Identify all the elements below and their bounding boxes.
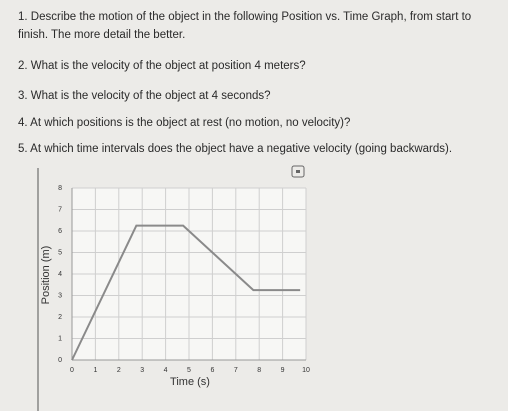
- x-tick-label: 3: [140, 367, 144, 374]
- y-tick-label: 5: [58, 249, 62, 256]
- y-axis-label: Position (m): [40, 246, 52, 305]
- y-tick-label: 8: [58, 185, 62, 192]
- x-tick-label: 10: [302, 367, 310, 374]
- question: 4. At which positions is the object at r…: [18, 117, 351, 129]
- x-tick-label: 7: [234, 367, 238, 374]
- x-tick-label: 0: [70, 367, 74, 374]
- y-tick-label: 2: [58, 314, 62, 321]
- y-tick-label: 4: [58, 271, 62, 278]
- x-tick-label: 5: [187, 367, 191, 374]
- question: 5. At which time intervals does the obje…: [18, 143, 453, 155]
- data-line: [71, 224, 301, 361]
- camera-icon: [291, 165, 305, 178]
- question: 1. Describe the motion of the object in …: [18, 11, 472, 41]
- x-tick-label: 1: [93, 367, 97, 374]
- x-tick-label: 8: [257, 367, 261, 374]
- y-tick-label: 6: [58, 228, 62, 235]
- y-tick-label: 3: [58, 292, 62, 299]
- question: 2. What is the velocity of the object at…: [18, 60, 306, 72]
- question: 3. What is the velocity of the object at…: [18, 90, 271, 102]
- x-tick-label: 4: [164, 367, 168, 374]
- x-axis-label: Time (s): [170, 376, 210, 388]
- y-tick-label: 0: [58, 357, 62, 364]
- y-tick-label: 7: [58, 206, 62, 213]
- x-tick-label: 6: [210, 367, 214, 374]
- x-tick-label: 2: [117, 367, 121, 374]
- y-tick-label: 1: [58, 335, 62, 342]
- camera-icon-lens: [296, 170, 300, 173]
- x-tick-label: 9: [281, 367, 285, 374]
